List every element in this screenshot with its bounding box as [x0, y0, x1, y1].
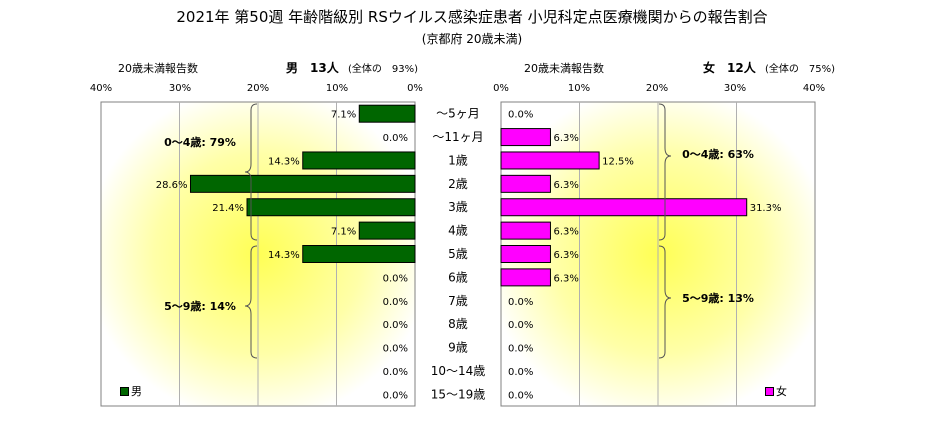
female-bar: [500, 198, 748, 217]
male-data-label: 28.6%: [156, 180, 188, 191]
female-tick-10: 10%: [567, 83, 591, 94]
male-data-label: 0.0%: [383, 390, 408, 401]
female-data-label: 0.0%: [508, 320, 533, 331]
male-tick-30: 30%: [168, 83, 192, 94]
male-tick-40: 40%: [89, 83, 113, 94]
female-axis-label: 20歳未満報告数: [524, 62, 604, 75]
male-bar: [358, 221, 416, 240]
female-share-label: (全体の 75%): [765, 64, 836, 75]
female-data-label: 6.3%: [553, 250, 578, 261]
male-data-label: 0.0%: [383, 273, 408, 284]
female-annotation-5-9: 5～9歳: 13%: [682, 291, 754, 305]
category-label: ～5ヶ月: [436, 107, 480, 121]
category-label: 4歳: [448, 224, 468, 238]
female-tick-40: 40%: [802, 83, 826, 94]
female-data-label: 31.3%: [750, 203, 782, 214]
male-bar: [189, 174, 416, 193]
male-annotation-0-4: 0～4歳: 79%: [164, 135, 236, 149]
chart-subtitle: (京都府 20歳未満): [421, 32, 523, 46]
female-bar: [500, 268, 551, 287]
female-data-label: 0.0%: [508, 110, 533, 121]
male-data-label: 0.0%: [383, 367, 408, 378]
category-label: 5歳: [448, 247, 468, 261]
female-data-label: 12.5%: [602, 156, 634, 167]
male-data-label: 0.0%: [383, 297, 408, 308]
male-legend: 男: [120, 383, 142, 399]
male-data-label: 14.3%: [268, 250, 300, 261]
category-label: 6歳: [448, 270, 468, 284]
female-data-label: 0.0%: [508, 344, 533, 355]
male-data-label: 0.0%: [383, 344, 408, 355]
female-data-label: 6.3%: [553, 227, 578, 238]
female-brace-0-4: [658, 103, 672, 241]
male-data-label: 0.0%: [383, 320, 408, 331]
female-bar: [500, 174, 551, 193]
category-label: 7歳: [448, 294, 468, 308]
female-tick-20: 20%: [645, 83, 669, 94]
male-share-label: (全体の 93%): [348, 64, 419, 75]
category-label: 1歳: [448, 153, 468, 167]
female-bar: [500, 221, 551, 240]
female-data-label: 0.0%: [508, 297, 533, 308]
female-bar: [500, 245, 551, 263]
female-data-label: 6.3%: [553, 133, 578, 144]
female-legend-label: 女: [776, 385, 787, 398]
male-bar: [246, 198, 416, 217]
male-legend-label: 男: [131, 385, 142, 398]
category-label: 3歳: [448, 200, 468, 214]
female-tick-0: 0%: [493, 83, 509, 94]
male-brace-0-4: [244, 103, 258, 241]
female-annotation-0-4: 0～4歳: 63%: [682, 147, 754, 161]
male-data-label: 7.1%: [331, 110, 356, 121]
male-data-label: 7.1%: [331, 227, 356, 238]
female-bar: [500, 128, 551, 147]
male-count-label: 男 13人: [286, 61, 339, 75]
female-brace-5-9: [658, 245, 672, 359]
male-tick-10: 10%: [325, 83, 349, 94]
chart-title: 2021年 第50週 年齢階級別 RSウイルス感染症患者 小児科定点医療機関から…: [176, 8, 768, 26]
male-data-label: 21.4%: [212, 203, 244, 214]
male-data-label: 14.3%: [268, 156, 300, 167]
female-data-label: 0.0%: [508, 367, 533, 378]
male-bar: [302, 245, 416, 263]
category-label: 9歳: [448, 341, 468, 355]
category-label: 8歳: [448, 317, 468, 331]
female-data-label: 6.3%: [553, 180, 578, 191]
female-tick-30: 30%: [723, 83, 747, 94]
female-data-label: 0.0%: [508, 390, 533, 401]
female-data-label: 6.3%: [553, 273, 578, 284]
male-legend-swatch: [120, 386, 129, 396]
male-data-label: 0.0%: [383, 133, 408, 144]
male-bar: [302, 151, 416, 170]
male-tick-0: 0%: [407, 83, 423, 94]
female-bar: [500, 151, 600, 170]
category-label: 10～14歳: [431, 364, 486, 378]
female-legend-swatch: [765, 386, 774, 396]
category-label: ～11ヶ月: [432, 130, 483, 144]
female-count-label: 女 12人: [703, 61, 756, 75]
male-axis-label: 20歳未満報告数: [118, 62, 198, 75]
female-legend: 女: [765, 383, 787, 399]
male-tick-20: 20%: [246, 83, 270, 94]
category-label: 2歳: [448, 177, 468, 191]
male-annotation-5-9: 5～9歳: 14%: [164, 299, 236, 313]
category-label: 15～19歳: [431, 387, 486, 401]
male-bar: [358, 104, 416, 123]
male-brace-5-9: [244, 245, 258, 359]
